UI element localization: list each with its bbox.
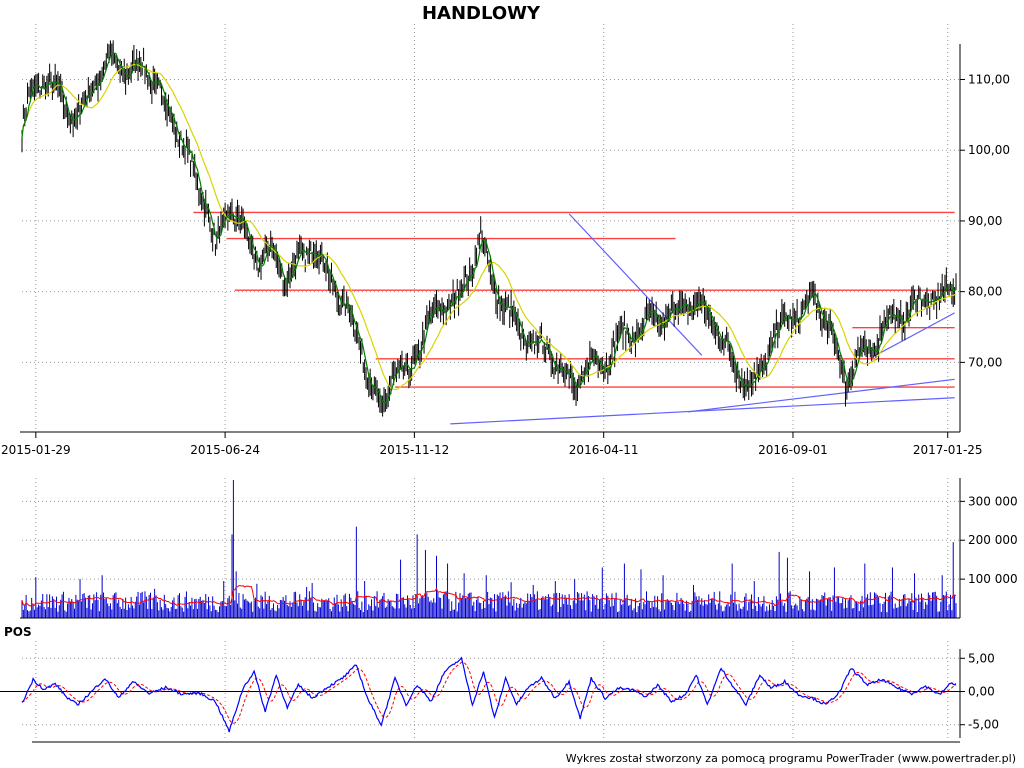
volume-pane: 300 000 200 000 100 000	[20, 478, 1018, 619]
volume-grid	[22, 478, 960, 618]
trendline	[450, 397, 955, 425]
trendlines	[450, 213, 955, 425]
price-tick-label: 90,00	[968, 214, 1002, 228]
pos-tick-label: 0,00	[968, 685, 995, 699]
date-tick-label: 2015-01-29	[1, 443, 71, 457]
footer-credit: Wykres został stworzony za pomocą progra…	[566, 752, 1016, 765]
volume-tick-label: 300 000	[968, 494, 1018, 508]
price-bars	[21, 40, 957, 417]
price-grid	[22, 24, 960, 432]
trendline	[872, 312, 955, 358]
pos-signal-line	[21, 661, 957, 724]
date-tick-label: 2015-06-24	[190, 443, 260, 457]
price-tick-label: 110,00	[968, 73, 1010, 87]
date-x-axis: 2015-01-29 2015-06-24 2015-11-12 2016-04-11…	[1, 431, 983, 457]
price-y-axis: 110,00 100,00 90,00 80,00 70,00	[959, 44, 1010, 432]
pos-tick-label: 5,00	[968, 651, 995, 665]
pos-tick-label: -5,00	[968, 718, 999, 732]
pos-y-axis: 5,00 0,00 -5,00	[32, 649, 999, 743]
date-tick-label: 2016-04-11	[569, 443, 639, 457]
pos-line	[21, 656, 957, 733]
support-resistance-levels	[193, 211, 955, 388]
volume-tick-label: 100 000	[968, 572, 1018, 586]
moving-average-short	[21, 51, 957, 404]
pos-pane: POS 5,00 0,00 -5,00	[0, 625, 999, 743]
price-tick-label: 70,00	[968, 355, 1002, 369]
volume-y-axis: 300 000 200 000 100 000	[20, 478, 1018, 619]
volume-tick-label: 200 000	[968, 533, 1018, 547]
volume-average-line	[21, 585, 957, 607]
volume-bars	[21, 479, 957, 618]
trendline	[687, 378, 955, 413]
price-tick-label: 80,00	[968, 285, 1002, 299]
trendline	[568, 213, 703, 356]
date-tick-label: 2016-09-01	[758, 443, 828, 457]
chart-title: HANDLOWY	[422, 3, 541, 24]
pos-pane-label: POS	[4, 625, 32, 639]
price-tick-label: 100,00	[968, 143, 1010, 157]
date-tick-label: 2017-01-25	[913, 443, 983, 457]
moving-average-long	[21, 63, 957, 391]
date-tick-label: 2015-11-12	[380, 443, 450, 457]
